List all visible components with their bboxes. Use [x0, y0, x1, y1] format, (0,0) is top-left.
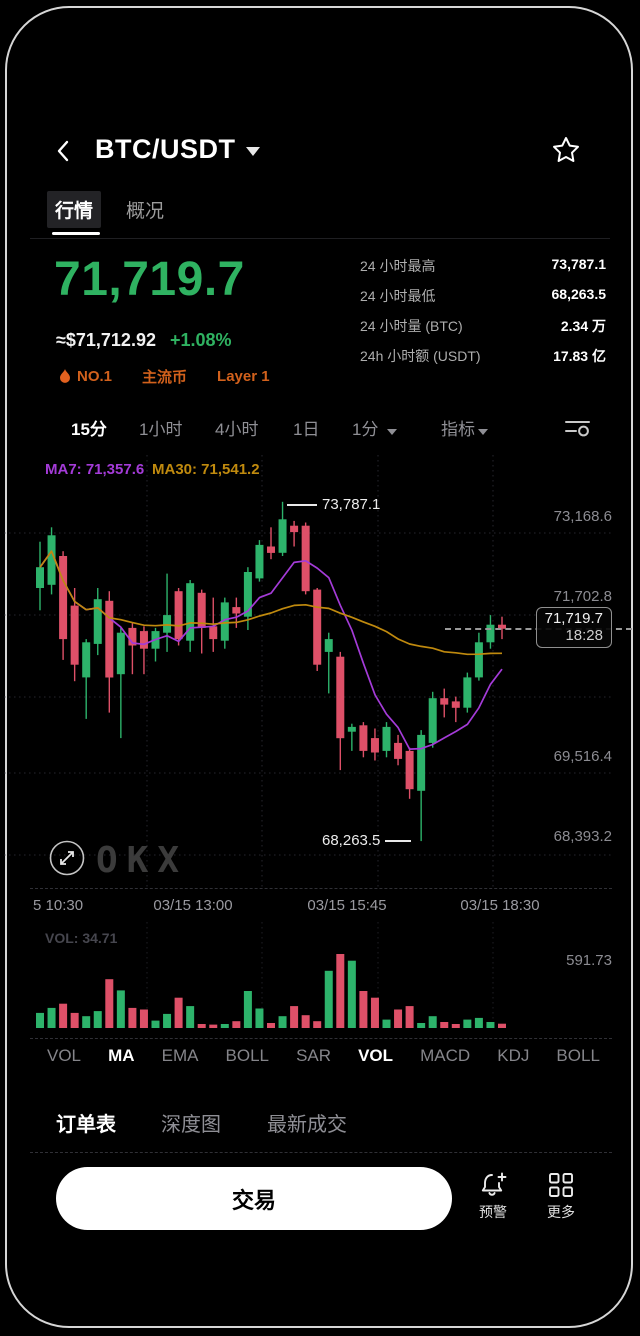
x-axis-label-1: 5 10:30 [33, 897, 84, 914]
more-label: 更多 [547, 1204, 575, 1220]
indicator-strip: VOL MA EMA BOLL SAR VOL MACD KDJ BOLL [47, 1046, 600, 1066]
indicator-list-icon [564, 417, 591, 437]
rank-badge[interactable]: NO.1 [58, 368, 112, 385]
low-annotation: 68,263.5 [322, 832, 412, 849]
chart-axis-divider [30, 888, 612, 889]
indicator-vol-main[interactable]: VOL [47, 1046, 82, 1065]
flame-icon [58, 368, 72, 385]
volume-value-label: VOL: 34.71 [45, 930, 118, 946]
badges-row: NO.1 主流币 Layer 1 [58, 366, 270, 387]
high-annotation-dash [287, 503, 317, 506]
fiat-price: ≈$71,712.92 [56, 330, 156, 350]
trade-button[interactable]: 交易 [56, 1167, 452, 1230]
pair-title[interactable]: BTC/USDT [95, 134, 236, 164]
alert-button[interactable]: 预警 [461, 1170, 525, 1222]
y-axis-label-4: 68,393.2 [553, 828, 612, 845]
indicator-macd[interactable]: MACD [420, 1046, 471, 1065]
indicator-dropdown[interactable]: 指标 [441, 415, 488, 440]
back-chevron-icon [52, 138, 76, 164]
stat-row-turnover-usdt: 24h 小时额 (USDT) 17.83 亿 [360, 348, 606, 364]
category-badge-layer1[interactable]: Layer 1 [217, 368, 270, 385]
expand-icon [48, 839, 86, 877]
indicator-sar[interactable]: SAR [296, 1046, 332, 1065]
volume-divider [30, 1038, 612, 1039]
fiat-price-row: ≈$71,712.92 +1.08% [56, 330, 232, 351]
volume-scale-label: 591.73 [566, 952, 612, 969]
current-price-time: 18:28 [565, 627, 603, 644]
tab-order-book[interactable]: 订单表 [56, 1114, 116, 1136]
indicator-boll-sub[interactable]: BOLL [556, 1046, 600, 1065]
pair-dropdown-caret-icon[interactable] [246, 147, 260, 156]
x-axis-label-3: 03/15 15:45 [307, 897, 387, 914]
more-button[interactable]: 更多 [529, 1170, 593, 1222]
favorite-star-button[interactable] [551, 135, 581, 165]
y-axis-label-1: 73,168.6 [553, 508, 612, 525]
tab-depth-chart[interactable]: 深度图 [161, 1114, 221, 1136]
bottom-tabs-divider [30, 1152, 612, 1153]
active-tab-underline [52, 232, 100, 235]
indicator-ema[interactable]: EMA [161, 1046, 199, 1065]
current-price-tag[interactable]: 71,719.7 18:28 [535, 607, 612, 648]
fullscreen-button[interactable] [48, 839, 86, 877]
low-annotation-dash [385, 839, 412, 842]
stats-panel: 24 小时最高 73,787.1 24 小时最低 68,263.5 24 小时量… [360, 256, 606, 376]
ma30-label: MA30: 71,541.2 [152, 461, 260, 478]
star-icon [551, 135, 581, 165]
y-axis-label-2: 71,702.8 [553, 588, 612, 605]
stat-row-low: 24 小时最低 68,263.5 [360, 286, 606, 304]
x-axis-label-4: 03/15 18:30 [460, 897, 540, 914]
tab-overview[interactable]: 概况 [126, 201, 165, 222]
timeframe-15m[interactable]: 15分 [71, 420, 107, 439]
high-annotation: 73,787.1 [287, 496, 380, 513]
stat-row-volume-btc: 24 小时量 (BTC) 2.34 万 [360, 318, 606, 334]
current-price-value: 71,719.7 [544, 610, 603, 627]
back-button[interactable] [52, 138, 76, 164]
bell-plus-icon [461, 1170, 525, 1200]
grid-more-icon [529, 1170, 593, 1200]
timeframe-more-dropdown[interactable]: 1分 [352, 415, 398, 440]
change-percent: +1.08% [169, 330, 232, 350]
indicator-boll-main[interactable]: BOLL [225, 1046, 269, 1065]
last-price: 71,719.7 [54, 253, 245, 306]
chart-settings-button[interactable] [564, 417, 591, 437]
category-badge-mainstream[interactable]: 主流币 [142, 369, 188, 386]
timeframe-1d[interactable]: 1日 [293, 420, 320, 439]
tab-quotes[interactable]: 行情 [47, 191, 102, 228]
okx-watermark: OKX [96, 840, 189, 881]
indicator-kdj[interactable]: KDJ [497, 1046, 530, 1065]
header-divider [30, 238, 610, 239]
candlestick-chart[interactable] [0, 455, 640, 891]
timeframe-1h[interactable]: 1小时 [139, 420, 183, 439]
indicator-ma[interactable]: MA [108, 1046, 135, 1065]
timeframe-4h[interactable]: 4小时 [215, 420, 259, 439]
volume-chart[interactable] [0, 922, 640, 1034]
indicator-vol-sub[interactable]: VOL [358, 1046, 394, 1065]
alert-label: 预警 [479, 1204, 507, 1220]
ma7-label: MA7: 71,357.6 [45, 461, 145, 478]
tab-latest-trades[interactable]: 最新成交 [267, 1114, 347, 1136]
y-axis-label-3: 69,516.4 [553, 748, 612, 765]
stat-row-high: 24 小时最高 73,787.1 [360, 256, 606, 274]
x-axis-label-2: 03/15 13:00 [153, 897, 233, 914]
